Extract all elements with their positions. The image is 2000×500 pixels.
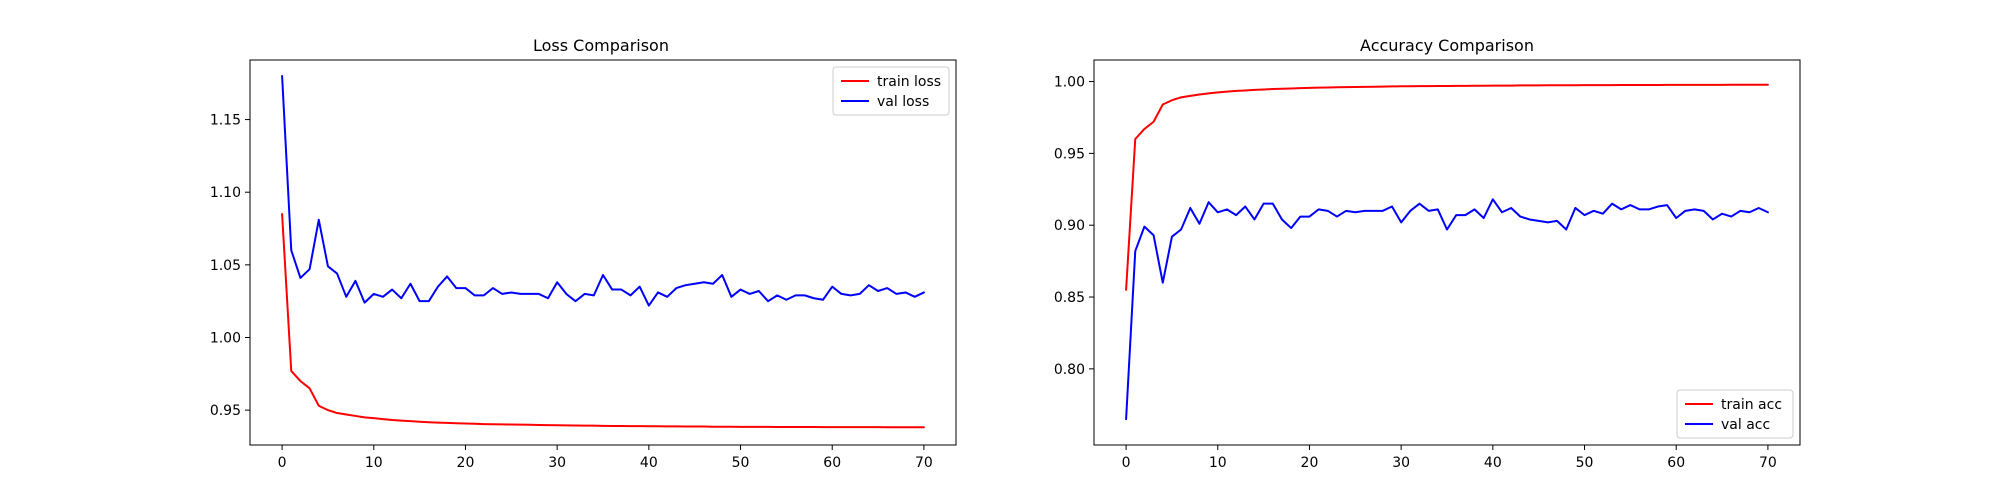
accuracy-x-tick-label: 70 bbox=[1759, 455, 1777, 471]
loss-x-tick-label: 60 bbox=[823, 455, 841, 471]
accuracy-chart-title: Accuracy Comparison bbox=[1360, 36, 1534, 55]
loss-legend-box bbox=[832, 66, 950, 116]
accuracy-y-tick-label: 0.90 bbox=[1054, 218, 1085, 234]
accuracy-plot-area: 0 10 20 30 40 50 60 70 0.80 0.85 0.90 0.95 1.00 train… bbox=[1054, 59, 1801, 471]
accuracy-x-tick-label: 40 bbox=[1484, 455, 1502, 471]
loss-legend: train loss val loss bbox=[832, 66, 950, 116]
loss-y-tick-label: 1.15 bbox=[210, 113, 241, 129]
loss-series-1-line bbox=[281, 213, 925, 429]
loss-y-tick-label: 1.00 bbox=[210, 330, 241, 346]
loss-x-tick-label: 10 bbox=[365, 455, 383, 471]
loss-plot-area: 0 10 20 30 40 50 60 70 0.95 1.00 1.05 1.10 1.15 train… bbox=[210, 59, 957, 471]
accuracy-y-tick-label: 0.85 bbox=[1054, 290, 1085, 306]
accuracy-y-tick-label: 0.95 bbox=[1054, 146, 1085, 162]
accuracy-y-tick-label: 0.80 bbox=[1054, 362, 1085, 378]
accuracy-legend-label: val acc bbox=[1721, 417, 1770, 433]
loss-legend-label: val loss bbox=[877, 94, 929, 110]
accuracy-x-tick-label: 30 bbox=[1392, 455, 1410, 471]
loss-series-2-line bbox=[281, 74, 925, 307]
loss-comparison-panel: Loss Comparison 0 10 20 30 40 50 60 70 0.95 1.00 1… bbox=[210, 36, 957, 471]
accuracy-x-tick-label: 0 bbox=[1122, 455, 1131, 471]
loss-axes-frame bbox=[249, 59, 957, 446]
accuracy-series-1-line bbox=[1125, 83, 1769, 291]
loss-x-tick-label: 20 bbox=[457, 455, 475, 471]
loss-legend-label: train loss bbox=[877, 74, 941, 90]
accuracy-x-tick-label: 60 bbox=[1667, 455, 1685, 471]
accuracy-legend-label: train acc bbox=[1721, 397, 1782, 413]
accuracy-comparison-panel: Accuracy Comparison 0 10 20 30 40 50 60 700.800… bbox=[1054, 36, 1801, 471]
accuracy-x-tick-label: 20 bbox=[1301, 455, 1319, 471]
loss-y-tick-label: 1.10 bbox=[210, 185, 241, 201]
accuracy-x-tick-label: 50 bbox=[1576, 455, 1594, 471]
loss-x-tick-label: 50 bbox=[732, 455, 750, 471]
loss-x-tick-label: 40 bbox=[640, 455, 658, 471]
loss-y-tick-label: 1.05 bbox=[210, 258, 241, 274]
loss-x-tick-label: 70 bbox=[915, 455, 933, 471]
accuracy-legend-box bbox=[1676, 389, 1794, 439]
accuracy-y-tick-label: 1.00 bbox=[1054, 75, 1085, 91]
accuracy-legend: train acc val acc bbox=[1676, 389, 1794, 439]
loss-x-tick-label: 0 bbox=[278, 455, 287, 471]
accuracy-series-2-line bbox=[1125, 198, 1769, 421]
loss-x-tick-label: 30 bbox=[548, 455, 566, 471]
loss-chart-title: Loss Comparison bbox=[533, 36, 669, 55]
loss-y-tick-label: 0.95 bbox=[210, 403, 241, 419]
accuracy-axes-frame bbox=[1093, 59, 1801, 446]
accuracy-x-tick-label: 10 bbox=[1209, 455, 1227, 471]
